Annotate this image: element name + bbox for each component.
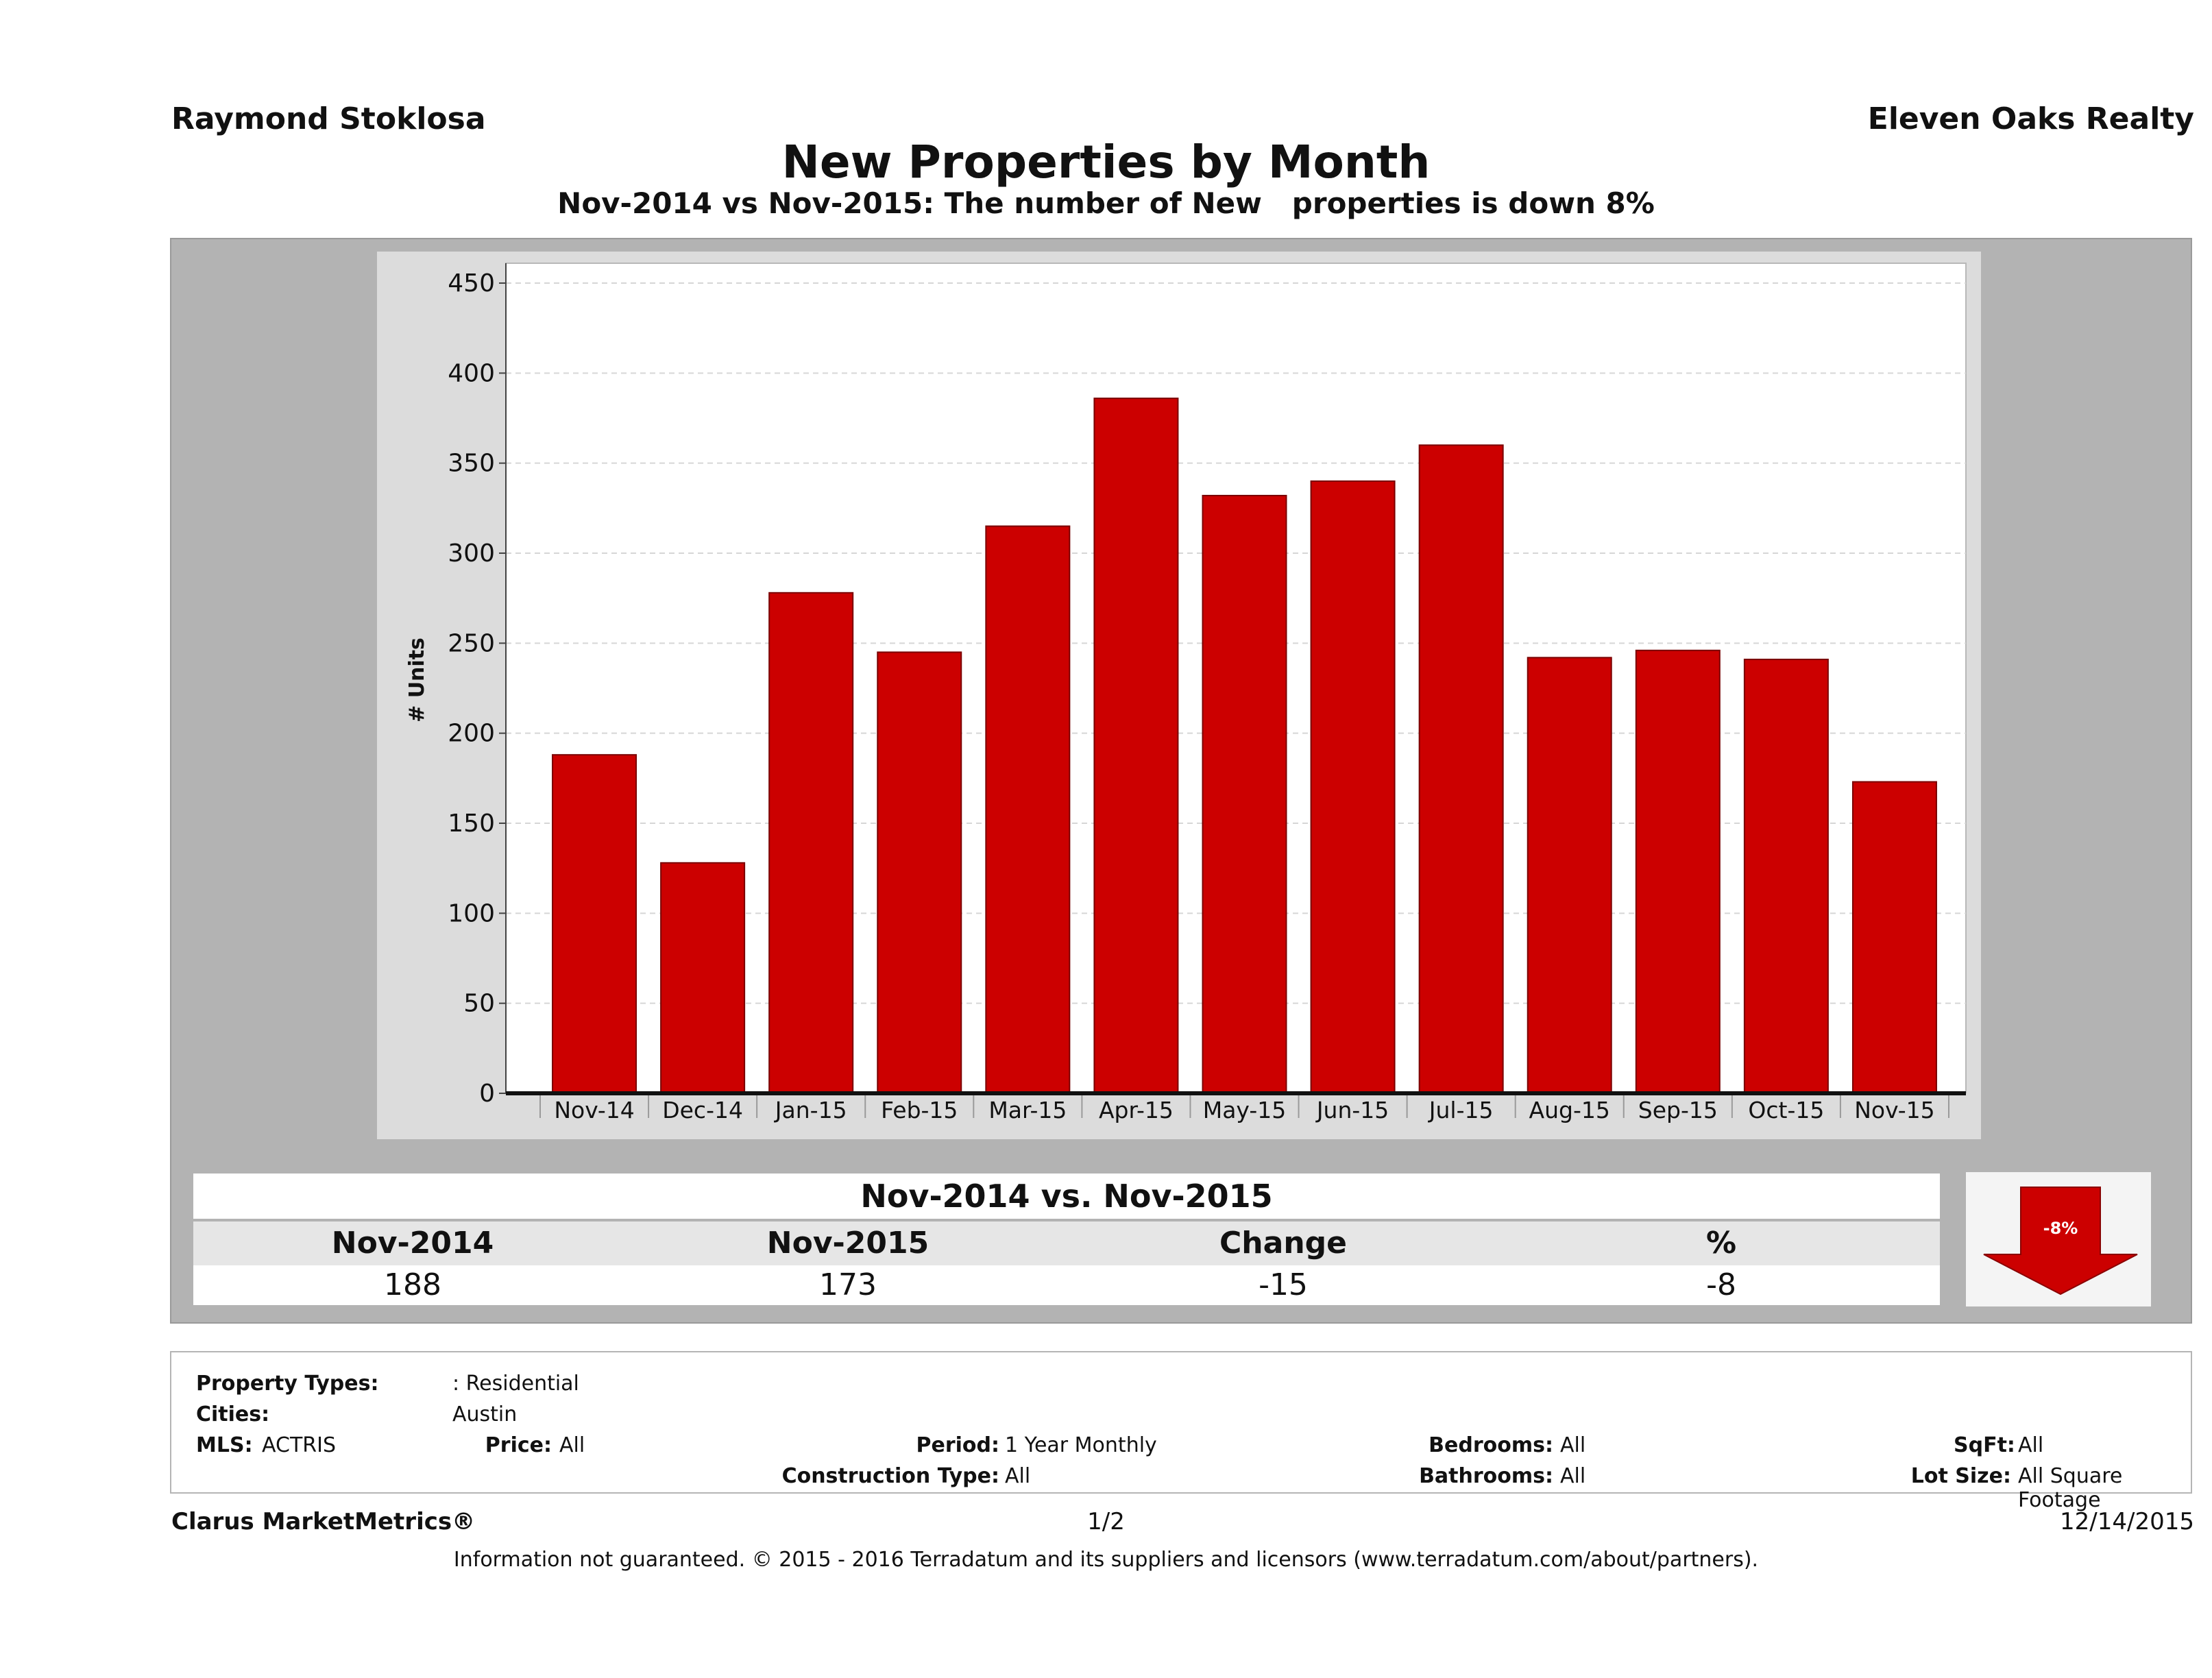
bar-jul-15	[1418, 444, 1504, 1094]
report-title: New Properties by Month	[781, 136, 1431, 189]
col-label-change: Change	[1219, 1226, 1347, 1261]
y-tick-label: 350	[448, 450, 495, 478]
col-label-curr: Nov-2015	[766, 1226, 929, 1261]
period-value: 1 Year Monthly	[1005, 1433, 1157, 1457]
x-tick-label: Aug-15	[1529, 1097, 1610, 1123]
y-tick-label: 150	[448, 810, 495, 838]
col-label-percent: %	[1705, 1226, 1737, 1261]
y-tick-label: 250	[448, 629, 495, 657]
chart-area: 0 50 100 150 200 250 300 350 400 450 Nov-14 Dec-14…	[377, 252, 1981, 1139]
y-axis-ticks: 0 50 100 150 200 250 300 350 400 450	[448, 269, 506, 1108]
construction-type-label: Construction Type:	[781, 1464, 999, 1488]
bathrooms-label: Bathrooms:	[1419, 1464, 1553, 1488]
y-tick-label: 450	[448, 269, 495, 297]
x-tick-label: Sep-15	[1638, 1097, 1718, 1123]
col-label-prev: Nov-2014	[331, 1226, 494, 1261]
period-label: Period:	[916, 1433, 1000, 1457]
y-tick-label: 0	[479, 1080, 495, 1108]
x-tick-label: Jan-15	[774, 1097, 847, 1123]
bar-may-15	[1202, 494, 1287, 1094]
x-axis-baseline	[506, 1091, 1966, 1095]
sqft-label: SqFt:	[1954, 1433, 2015, 1457]
property-types-value: : Residential	[452, 1372, 579, 1396]
value-curr: 173	[819, 1267, 877, 1302]
trend-badge-label: -8%	[2043, 1219, 2078, 1238]
construction-type-value: All	[1005, 1464, 1031, 1488]
x-tick-label: Nov-14	[554, 1097, 634, 1123]
value-change: -15	[1259, 1267, 1308, 1302]
filter-summary: Property Types: : Residential Cities: Au…	[170, 1351, 2192, 1512]
bathrooms-value: All	[1560, 1464, 1586, 1488]
bar-sep-15	[1635, 649, 1721, 1094]
y-tick-label: 300	[448, 539, 495, 568]
bar-mar-15	[985, 525, 1071, 1095]
lot-size-value: All Square Footage	[2018, 1464, 2123, 1512]
bar-aug-15	[1527, 657, 1612, 1094]
report-subtitle: Nov-2014 vs Nov-2015: The number of New …	[557, 186, 1655, 220]
down-arrow-icon: -8%	[1983, 1187, 2138, 1296]
x-tick-label: Feb-15	[881, 1097, 958, 1123]
bar-chart: 0 50 100 150 200 250 300 350 400 450 Nov-14 Dec-14…	[405, 263, 1967, 1123]
bar-nov-15	[1851, 781, 1937, 1094]
bars	[552, 398, 1937, 1095]
x-tick-label: Mar-15	[988, 1097, 1067, 1123]
comparison-header-row: Nov-2014 Nov-2015 Change %	[193, 1221, 1940, 1265]
x-axis-ticks: Nov-14 Dec-14 Jan-15 Feb-15 Mar-15 Apr-15 May-…	[539, 1093, 1949, 1123]
bar-feb-15	[877, 651, 962, 1094]
price-label: Price:	[485, 1433, 552, 1457]
y-axis-label: # Units	[405, 637, 429, 722]
y-tick-label: 50	[463, 990, 495, 1018]
value-percent: -8	[1706, 1267, 1736, 1302]
bar-nov-14	[552, 754, 637, 1094]
sqft-value: All	[2018, 1433, 2044, 1457]
report-date: 12/14/2015	[2060, 1508, 2194, 1535]
bedrooms-label: Bedrooms:	[1429, 1433, 1553, 1457]
mls-value: ACTRIS	[262, 1433, 337, 1457]
y-tick-label: 100	[448, 899, 495, 927]
x-tick-label: Apr-15	[1099, 1097, 1174, 1123]
disclaimer: Information not guaranteed. © 2015 - 201…	[453, 1548, 1759, 1572]
bar-apr-15	[1093, 398, 1179, 1094]
x-tick-label: Dec-14	[662, 1097, 743, 1123]
agent-name: Raymond Stoklosa	[171, 101, 486, 136]
trend-badge: -8%	[1966, 1172, 2151, 1306]
comparison-value-row: 188 173 -15 -8	[193, 1265, 1940, 1305]
bar-oct-15	[1743, 658, 1829, 1094]
x-tick-label: Nov-15	[1854, 1097, 1934, 1123]
bar-dec-14	[660, 862, 746, 1095]
x-tick-label: May-15	[1203, 1097, 1287, 1123]
x-tick-label: Jun-15	[1315, 1097, 1389, 1123]
bedrooms-value: All	[1560, 1433, 1586, 1457]
y-tick-label: 400	[448, 359, 495, 387]
bar-jan-15	[768, 592, 854, 1094]
property-types-label: Property Types:	[196, 1372, 379, 1396]
cities-label: Cities:	[196, 1402, 270, 1426]
comparison-table: Nov-2014 vs. Nov-2015 Nov-2014 Nov-2015 …	[185, 1165, 1947, 1309]
footer-brand: Clarus MarketMetrics®	[171, 1508, 476, 1535]
y-tick-label: 200	[448, 720, 495, 748]
page-number: 1/2	[1087, 1508, 1125, 1535]
price-value: All	[559, 1433, 585, 1457]
lot-size-label: Lot Size:	[1910, 1464, 2011, 1488]
value-prev: 188	[384, 1267, 441, 1302]
brokerage-name: Eleven Oaks Realty	[1867, 101, 2194, 136]
mls-label: MLS:	[196, 1433, 253, 1457]
x-tick-label: Oct-15	[1748, 1097, 1824, 1123]
cities-value: Austin	[452, 1402, 518, 1426]
x-tick-label: Jul-15	[1428, 1097, 1494, 1123]
bar-jun-15	[1310, 480, 1396, 1094]
comparison-title: Nov-2014 vs. Nov-2015	[193, 1174, 1940, 1219]
